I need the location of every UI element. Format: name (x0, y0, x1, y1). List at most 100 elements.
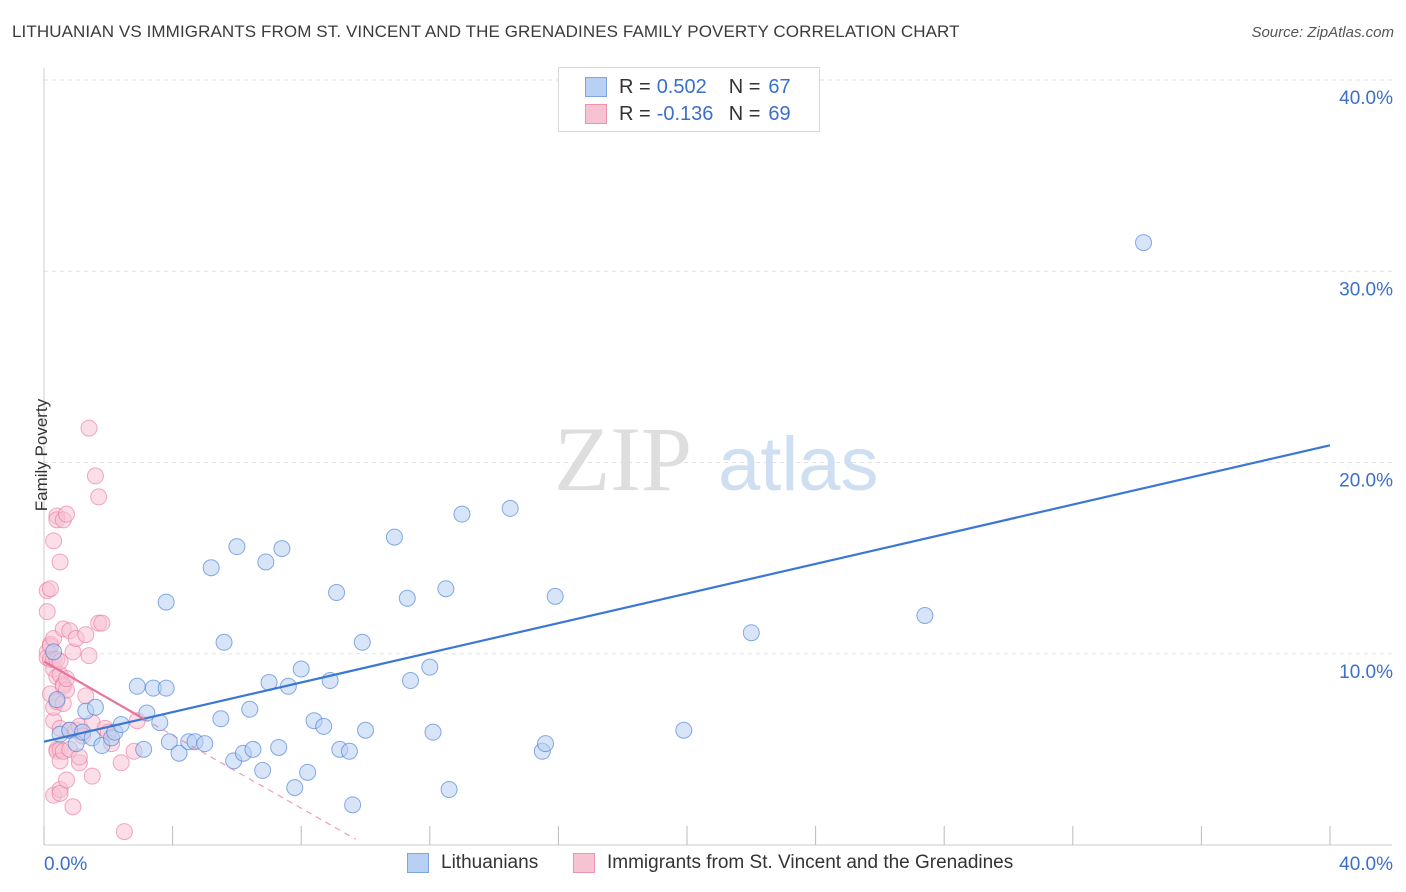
data-point-lithuanians (398, 589, 416, 607)
data-point-immigrants (90, 488, 108, 506)
legend-row-lithuanians: R = 0.502 N = 67 (585, 74, 791, 100)
data-point-lithuanians (344, 796, 362, 814)
data-point-immigrants (115, 823, 133, 841)
legend-n-label: N = (728, 75, 761, 98)
data-point-lithuanians (537, 735, 555, 753)
data-point-lithuanians (286, 779, 304, 797)
data-point-lithuanians (437, 580, 455, 598)
data-point-lithuanians (328, 584, 346, 602)
axes (43, 68, 1392, 846)
y-tick-label: 30.0% (1339, 279, 1393, 300)
data-point-lithuanians (86, 698, 104, 716)
y-tick-label: 20.0% (1339, 471, 1393, 492)
watermark-atlas: atlas (718, 422, 879, 507)
data-point-lithuanians (385, 528, 403, 546)
data-point-lithuanians (353, 633, 371, 651)
tick-labels: 10.0% 20.0% 30.0% 40.0% 0.0% 40.0% (44, 88, 1393, 875)
data-point-lithuanians (45, 643, 63, 661)
data-point-lithuanians (254, 761, 272, 779)
legend-n-label: N = (728, 102, 761, 125)
data-point-lithuanians (196, 735, 214, 753)
data-point-lithuanians (501, 499, 519, 517)
data-point-immigrants (58, 771, 76, 789)
legend-n-value: 69 (768, 102, 791, 125)
data-point-lithuanians (270, 738, 288, 756)
trend-line-immigrants-extension (143, 718, 357, 840)
data-point-lithuanians (273, 540, 291, 558)
data-point-lithuanians (424, 723, 442, 741)
data-point-immigrants (38, 603, 56, 621)
legend-label-immigrants: Immigrants from St. Vincent and the Gren… (607, 852, 1014, 873)
legend-r-label: R = (619, 102, 651, 125)
y-axis-label: Family Poverty (32, 398, 51, 512)
data-point-immigrants (93, 614, 111, 632)
watermark-zip: ZIP (554, 408, 692, 510)
data-point-lithuanians (299, 763, 317, 781)
legend-item-immigrants[interactable]: Immigrants from St. Vincent and the Gren… (573, 852, 1013, 874)
data-point-lithuanians (257, 553, 275, 571)
data-point-immigrants (51, 553, 69, 571)
series-immigrants-points (38, 419, 146, 841)
data-point-lithuanians (212, 710, 230, 728)
data-point-lithuanians (315, 717, 333, 735)
legend-swatch-pink (573, 853, 595, 873)
data-point-lithuanians (421, 658, 439, 676)
data-point-lithuanians (453, 505, 471, 523)
data-point-lithuanians (202, 559, 220, 577)
data-point-lithuanians (157, 679, 175, 697)
data-point-lithuanians (157, 593, 175, 611)
y-tick-label: 40.0% (1339, 88, 1393, 109)
data-point-lithuanians (292, 660, 310, 678)
x-tick-label-max: 40.0% (1339, 854, 1393, 875)
legend-r-value: -0.136 (656, 102, 714, 125)
trend-lines (43, 444, 1331, 840)
data-point-lithuanians (546, 587, 564, 605)
legend-swatch-blue (407, 853, 429, 873)
data-point-immigrants (86, 467, 104, 485)
chart-title: LITHUANIAN VS IMMIGRANTS FROM ST. VINCEN… (12, 22, 960, 41)
data-point-lithuanians (135, 740, 153, 758)
data-point-lithuanians (675, 721, 693, 739)
trend-line-immigrants (43, 660, 145, 720)
data-point-immigrants (41, 580, 59, 598)
data-point-lithuanians (215, 633, 233, 651)
data-point-lithuanians (160, 733, 178, 751)
data-point-lithuanians (357, 721, 374, 739)
data-point-lithuanians (1135, 234, 1153, 252)
data-point-lithuanians (244, 740, 262, 758)
data-point-lithuanians (440, 781, 458, 799)
data-point-lithuanians (742, 624, 760, 642)
legend-r-label: R = (619, 75, 651, 98)
legend-item-lithuanians[interactable]: Lithuanians (407, 852, 538, 874)
legend-n-value: 67 (768, 75, 791, 98)
data-point-lithuanians (916, 607, 934, 624)
source-label: Source: ZipAtlas.com (1251, 24, 1394, 41)
legend-row-immigrants: R = -0.136 N = 69 (585, 101, 791, 127)
legend-swatch-pink (585, 104, 607, 124)
data-point-lithuanians (340, 742, 358, 760)
legend-r-value: 0.502 (656, 75, 707, 98)
data-point-lithuanians (241, 700, 259, 718)
data-point-immigrants (80, 647, 98, 665)
data-point-immigrants (77, 626, 95, 644)
data-point-immigrants (58, 505, 76, 523)
data-point-lithuanians (228, 538, 246, 556)
gridlines (44, 79, 1392, 655)
series-legend: Lithuanians Immigrants from St. Vincent … (0, 852, 1406, 878)
data-point-immigrants (45, 532, 63, 550)
data-point-immigrants (112, 754, 130, 772)
trend-line-lithuanians (43, 444, 1331, 743)
data-point-immigrants (80, 419, 98, 437)
data-point-lithuanians (128, 677, 146, 695)
correlation-legend: R = 0.502 N = 67 R = -0.136 N = 69 (558, 67, 820, 132)
x-tick-label-min: 0.0% (44, 854, 87, 875)
data-point-lithuanians (48, 691, 66, 709)
legend-label-lithuanians: Lithuanians (441, 852, 539, 873)
legend-swatch-blue (585, 77, 607, 97)
data-point-immigrants (64, 798, 82, 816)
data-point-lithuanians (402, 672, 420, 690)
data-point-lithuanians (170, 744, 188, 762)
y-tick-label: 10.0% (1339, 662, 1393, 683)
data-point-immigrants (83, 767, 101, 785)
